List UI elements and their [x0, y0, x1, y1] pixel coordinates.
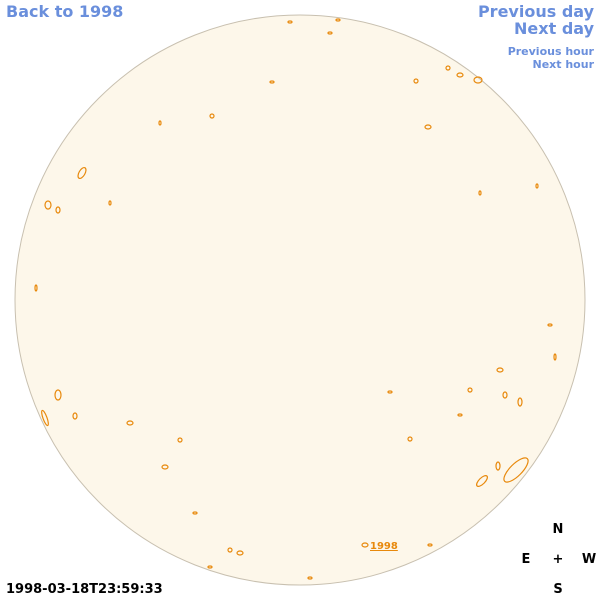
solar-disk	[14, 14, 586, 586]
disk-label-link[interactable]: 1998	[370, 541, 398, 552]
compass-east: E	[521, 552, 531, 567]
previous-hour-link[interactable]: Previous hour	[507, 45, 594, 58]
next-hour-link[interactable]: Next hour	[532, 58, 595, 71]
compass-south: S	[553, 582, 563, 597]
contours	[34, 18, 557, 580]
compass-north: N	[552, 522, 564, 537]
next-day-link[interactable]: Next day	[514, 19, 594, 38]
timestamp: 1998-03-18T23:59:33	[6, 582, 163, 597]
previous-day-link[interactable]: Previous day	[477, 2, 594, 21]
compass-west: W	[581, 552, 597, 567]
compass-center: +	[552, 552, 564, 567]
back-link[interactable]: Back to 1998	[6, 2, 124, 21]
